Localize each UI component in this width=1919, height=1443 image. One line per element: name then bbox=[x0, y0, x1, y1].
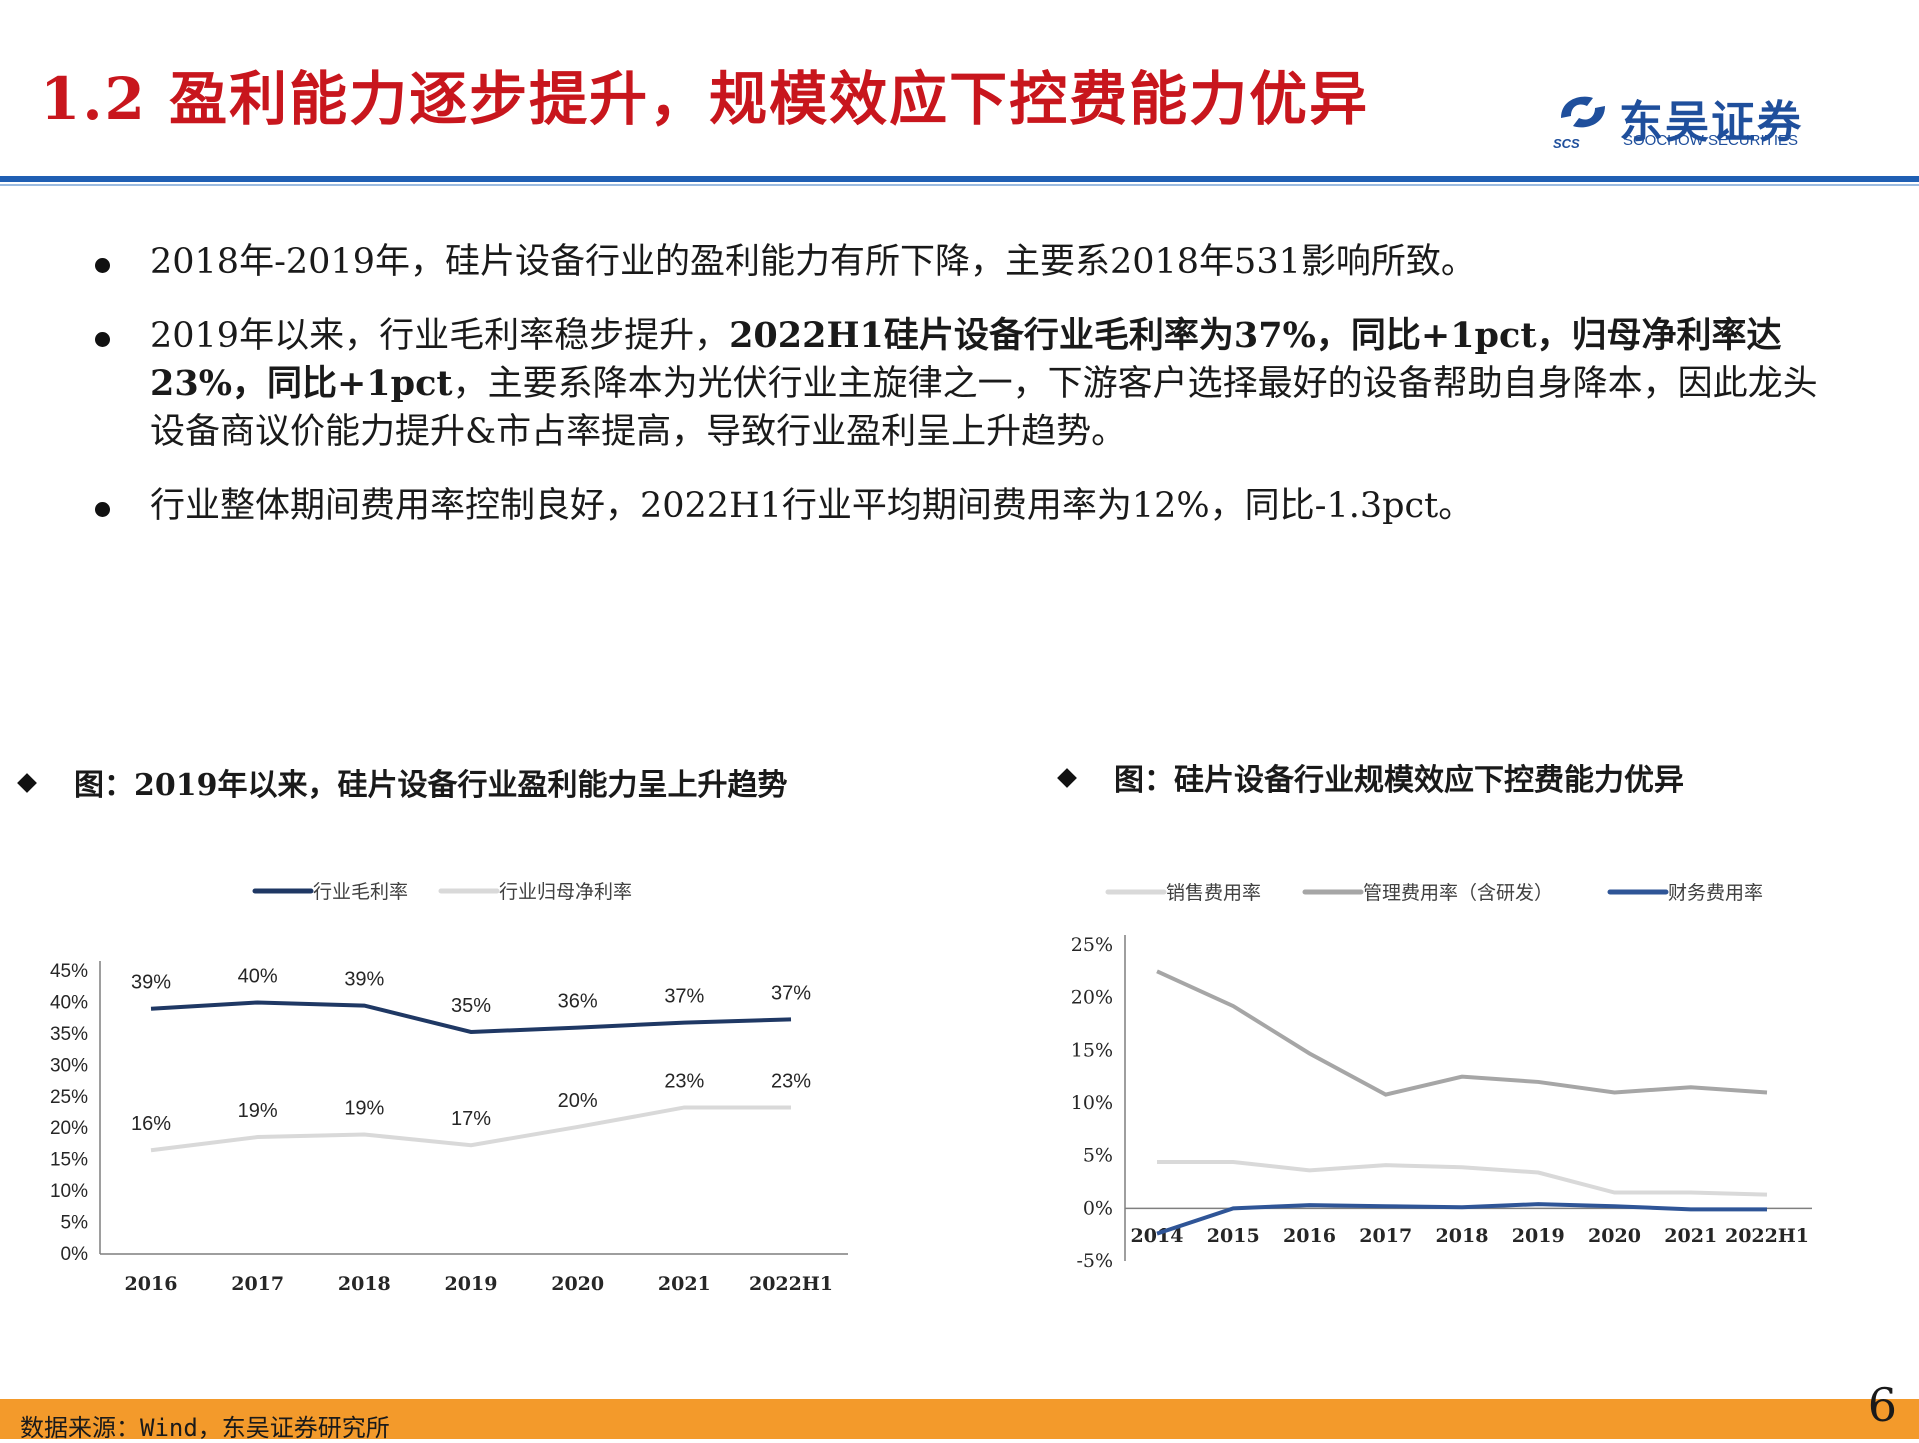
right-figure-title-text: 图：硅片设备行业规模效应下控费能力优异 bbox=[1114, 763, 1684, 798]
logo-en-text: SOOCHOW SECURITIES bbox=[1623, 132, 1799, 149]
left-figure-title: 图：2019年以来，硅片设备行业盈利能力呈上升趋势 bbox=[17, 760, 788, 804]
data-label: 37% bbox=[664, 986, 704, 1008]
data-label: 20% bbox=[558, 1090, 598, 1112]
bullet-text: 2018年-2019年，硅片设备行业的盈利能力有所下降，主要系2018年531影… bbox=[150, 242, 1476, 282]
page-title: 1.2 盈利能力逐步提升，规模效应下控费能力优异 bbox=[40, 65, 1370, 133]
x-tick-label: 2016 bbox=[1283, 1225, 1336, 1247]
bullet-text: 2019年以来，行业毛利率稳步提升， bbox=[150, 316, 730, 356]
y-tick-label: 5% bbox=[61, 1213, 89, 1234]
y-tick-label: 20% bbox=[50, 1118, 88, 1139]
y-tick-label: 40% bbox=[50, 992, 88, 1013]
series-line bbox=[150, 1105, 791, 1153]
scs-logo-icon bbox=[1561, 96, 1605, 128]
y-tick-label: 25% bbox=[1071, 934, 1113, 956]
x-tick-label: 2016 bbox=[125, 1273, 178, 1295]
x-tick-label: 2021 bbox=[1664, 1225, 1717, 1247]
header-divider bbox=[0, 176, 1919, 182]
y-tick-label: 45% bbox=[50, 961, 88, 982]
logo-cn-text: 东吴证券 bbox=[1619, 97, 1803, 148]
x-tick-label: 2019 bbox=[445, 1273, 498, 1295]
data-label: 36% bbox=[558, 991, 598, 1013]
x-tick-label: 2017 bbox=[1359, 1225, 1412, 1247]
data-label: 19% bbox=[344, 1098, 384, 1120]
data-label: 39% bbox=[344, 969, 384, 991]
y-tick-label: 20% bbox=[1071, 987, 1113, 1009]
data-source: 数据来源：Wind，东吴证券研究所 bbox=[20, 1414, 390, 1442]
x-tick-label: 2022H1 bbox=[749, 1273, 833, 1295]
data-label: 17% bbox=[451, 1108, 491, 1130]
y-tick-label: -5% bbox=[1076, 1250, 1113, 1272]
y-tick-label: 35% bbox=[50, 1024, 88, 1045]
legend-label: 销售费用率 bbox=[1166, 882, 1261, 904]
x-tick-label: 2020 bbox=[551, 1273, 604, 1295]
x-tick-label: 2015 bbox=[1207, 1225, 1260, 1247]
logo-abbr: SCS bbox=[1553, 136, 1580, 151]
x-tick-label: 2022H1 bbox=[1725, 1225, 1809, 1247]
data-label: 40% bbox=[238, 965, 278, 987]
x-tick-label: 2018 bbox=[338, 1273, 391, 1295]
bullet-dot-icon bbox=[95, 332, 110, 347]
series-line bbox=[1156, 1202, 1767, 1236]
x-tick-label: 2014 bbox=[1131, 1225, 1184, 1247]
diamond-icon bbox=[1057, 768, 1077, 788]
y-tick-label: 25% bbox=[50, 1087, 88, 1108]
legend-label: 行业归母净利率 bbox=[499, 881, 632, 903]
header-divider-thin bbox=[0, 184, 1919, 186]
bullet-text: ，主要系降本为光伏行业主旋律之一，下游客户选择最好的设备帮助自身降本，因此龙头设… bbox=[150, 364, 1818, 452]
data-label: 19% bbox=[238, 1100, 278, 1122]
legend-label: 行业毛利率 bbox=[313, 881, 408, 903]
y-tick-label: 5% bbox=[1083, 1145, 1113, 1167]
legend-label: 财务费用率 bbox=[1668, 882, 1763, 904]
data-label: 39% bbox=[131, 972, 171, 994]
page-number: 6 bbox=[1867, 1378, 1897, 1432]
series-line bbox=[150, 1000, 792, 1035]
data-label: 16% bbox=[131, 1113, 171, 1135]
data-label: 23% bbox=[664, 1070, 704, 1092]
y-tick-label: 0% bbox=[61, 1244, 89, 1265]
series-line bbox=[1156, 969, 1768, 1097]
x-tick-label: 2018 bbox=[1436, 1225, 1489, 1247]
right-figure-title: 图：硅片设备行业规模效应下控费能力优异 bbox=[1057, 755, 1684, 799]
bullet-item: 2019年以来，行业毛利率稳步提升，2022H1硅片设备行业毛利率为37%，同比… bbox=[95, 312, 1835, 456]
left-figure-title-text: 图：2019年以来，硅片设备行业盈利能力呈上升趋势 bbox=[74, 768, 788, 803]
bullet-dot-icon bbox=[95, 502, 110, 517]
x-tick-label: 2017 bbox=[231, 1273, 284, 1295]
footer-bar bbox=[0, 1399, 1919, 1439]
y-tick-label: 15% bbox=[50, 1150, 88, 1171]
y-tick-label: 30% bbox=[50, 1055, 88, 1076]
diamond-icon bbox=[17, 773, 37, 793]
bullet-list: 2018年-2019年，硅片设备行业的盈利能力有所下降，主要系2018年531影… bbox=[95, 238, 1835, 556]
bullet-text: 行业整体期间费用率控制良好，2022H1行业平均期间费用率为12%，同比-1.3… bbox=[150, 486, 1474, 526]
bullet-item: 行业整体期间费用率控制良好，2022H1行业平均期间费用率为12%，同比-1.3… bbox=[95, 482, 1835, 530]
x-tick-label: 2021 bbox=[658, 1273, 711, 1295]
data-label: 37% bbox=[771, 982, 811, 1004]
x-tick-label: 2019 bbox=[1512, 1225, 1565, 1247]
data-label: 35% bbox=[451, 995, 491, 1017]
bullet-dot-icon bbox=[95, 258, 110, 273]
bullet-item: 2018年-2019年，硅片设备行业的盈利能力有所下降，主要系2018年531影… bbox=[95, 238, 1835, 286]
y-tick-label: 0% bbox=[1083, 1197, 1113, 1219]
y-tick-label: 15% bbox=[1071, 1039, 1113, 1061]
bullet-text: 2022H1硅片设备行业毛利率为37%，同比+1pct，归母净利率达23%，同比… bbox=[150, 315, 1782, 404]
y-tick-label: 10% bbox=[50, 1181, 88, 1202]
soochow-logo: 东吴证券 SCS SOOCHOW SECURITIES bbox=[1553, 88, 1823, 154]
series-line bbox=[1157, 1159, 1768, 1197]
data-label: 23% bbox=[771, 1070, 811, 1092]
x-tick-label: 2020 bbox=[1588, 1225, 1641, 1247]
y-tick-label: 10% bbox=[1071, 1092, 1113, 1114]
legend-label: 管理费用率（含研发） bbox=[1363, 882, 1553, 904]
